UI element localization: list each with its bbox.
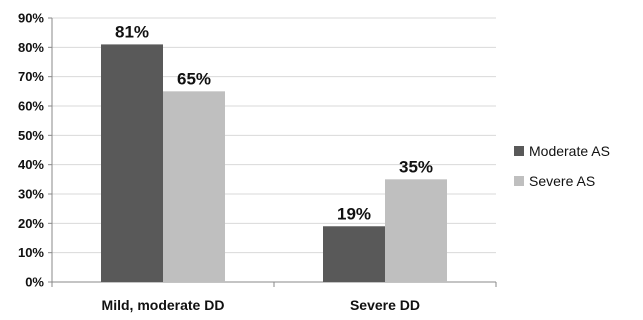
- x-category-label: Mild, moderate DD: [102, 297, 225, 313]
- data-label: 19%: [337, 204, 371, 223]
- bar-layer: [101, 44, 447, 283]
- y-tick-label: 10%: [18, 245, 44, 260]
- axis-layer: 0% 10% 20% 30% 40% 50% 60% 70% 80% 90% Mild, moder…: [18, 11, 497, 313]
- y-tick-label: 60%: [18, 99, 44, 114]
- data-label: 65%: [177, 69, 211, 88]
- y-tick-label: 0%: [25, 275, 44, 290]
- y-tick-label: 20%: [18, 216, 44, 231]
- bar-moderate-as: [323, 226, 385, 282]
- label-layer: 81% 65% 19% 35%: [115, 22, 433, 223]
- data-label: 81%: [115, 22, 149, 41]
- y-tick-label: 50%: [18, 128, 44, 143]
- legend-label: Moderate AS: [529, 143, 610, 159]
- data-label: 35%: [399, 157, 433, 176]
- y-tick-label: 70%: [18, 69, 44, 84]
- legend-swatch: [514, 176, 524, 186]
- legend-label: Severe AS: [529, 173, 595, 189]
- bar-severe-as: [163, 91, 225, 282]
- y-tick-label: 80%: [18, 40, 44, 55]
- y-tick-label: 90%: [18, 11, 44, 26]
- legend-swatch: [514, 146, 524, 156]
- bar-severe-as: [385, 179, 447, 282]
- x-category-label: Severe DD: [350, 297, 420, 313]
- y-tick-label: 40%: [18, 157, 44, 172]
- legend: Moderate AS Severe AS: [514, 143, 610, 189]
- bar-moderate-as: [101, 44, 163, 283]
- y-tick-label: 30%: [18, 187, 44, 202]
